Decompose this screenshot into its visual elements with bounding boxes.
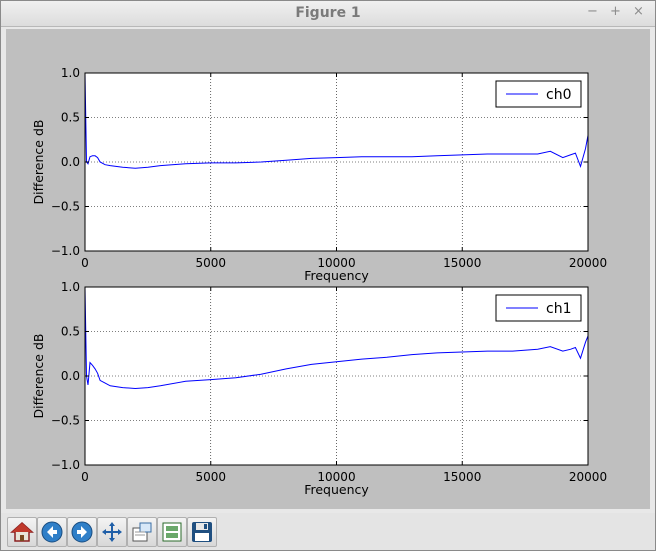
zoom-rect-icon bbox=[132, 522, 152, 542]
y-tick-label: 1.0 bbox=[61, 66, 80, 80]
floppy-disk-icon bbox=[192, 522, 212, 542]
y-tick-label: −1.0 bbox=[51, 458, 80, 472]
title-bar: Figure 1 − + × bbox=[1, 1, 655, 27]
arrow-right-icon bbox=[71, 521, 93, 543]
navigation-toolbar bbox=[1, 513, 655, 550]
legend-label: ch0 bbox=[546, 87, 571, 103]
close-button[interactable]: × bbox=[633, 4, 644, 19]
x-axis-label: Frequency bbox=[304, 268, 369, 283]
x-tick-label: 15000 bbox=[443, 256, 481, 270]
x-tick-label: 20000 bbox=[569, 256, 607, 270]
subplots-button[interactable] bbox=[157, 517, 187, 547]
arrow-left-icon bbox=[41, 521, 63, 543]
figure-svg: 0 5000 10000 15000 20000 1.0 0.5 0.0 −0.5 −1.0 Fre… bbox=[31, 66, 607, 497]
subplot-1: 0 5000 10000 15000 20000 1.0 0.5 0.0 −0.5 −1.0 Fre… bbox=[31, 280, 607, 497]
x-tick-label: 0 bbox=[81, 470, 89, 484]
save-button[interactable] bbox=[187, 517, 217, 547]
back-button[interactable] bbox=[37, 517, 67, 547]
y-tick-label: −0.5 bbox=[51, 414, 80, 428]
minimize-button[interactable]: − bbox=[587, 4, 598, 19]
pan-button[interactable] bbox=[97, 517, 127, 547]
y-axis-label: Difference dB bbox=[31, 334, 46, 419]
figure-canvas[interactable]: 0 5000 10000 15000 20000 1.0 0.5 0.0 −0.5 −1.0 Fre… bbox=[6, 29, 650, 509]
window-title: Figure 1 bbox=[295, 5, 361, 21]
series-line-ch1 bbox=[84, 286, 589, 390]
y-tick-label: −0.5 bbox=[51, 200, 80, 214]
y-tick-label: 1.0 bbox=[61, 280, 80, 294]
zoom-button[interactable] bbox=[127, 517, 157, 547]
maximize-button[interactable]: + bbox=[610, 4, 621, 19]
forward-button[interactable] bbox=[67, 517, 97, 547]
x-axis-label: Frequency bbox=[304, 482, 369, 497]
home-icon bbox=[10, 521, 34, 542]
x-tick-label: 15000 bbox=[443, 470, 481, 484]
y-tick-label: 0.5 bbox=[61, 111, 80, 125]
subplots-icon bbox=[162, 522, 182, 542]
y-tick-label: −1.0 bbox=[51, 244, 80, 258]
y-tick-label: 0.0 bbox=[61, 155, 80, 169]
x-tick-label: 20000 bbox=[569, 470, 607, 484]
legend-label: ch1 bbox=[546, 301, 571, 317]
home-button[interactable] bbox=[7, 517, 37, 547]
y-tick-label: 0.0 bbox=[61, 369, 80, 383]
x-tick-label: 0 bbox=[81, 256, 89, 270]
x-tick-label: 10000 bbox=[317, 470, 355, 484]
x-tick-label: 5000 bbox=[195, 256, 226, 270]
x-tick-label: 5000 bbox=[195, 470, 226, 484]
y-axis-label: Difference dB bbox=[31, 120, 46, 205]
x-tick-label: 10000 bbox=[317, 256, 355, 270]
y-tick-label: 0.5 bbox=[61, 325, 80, 339]
series-line-ch0 bbox=[84, 72, 589, 169]
move-arrows-icon bbox=[102, 522, 122, 542]
subplot-0: 0 5000 10000 15000 20000 1.0 0.5 0.0 −0.5 −1.0 Fre… bbox=[31, 66, 607, 283]
